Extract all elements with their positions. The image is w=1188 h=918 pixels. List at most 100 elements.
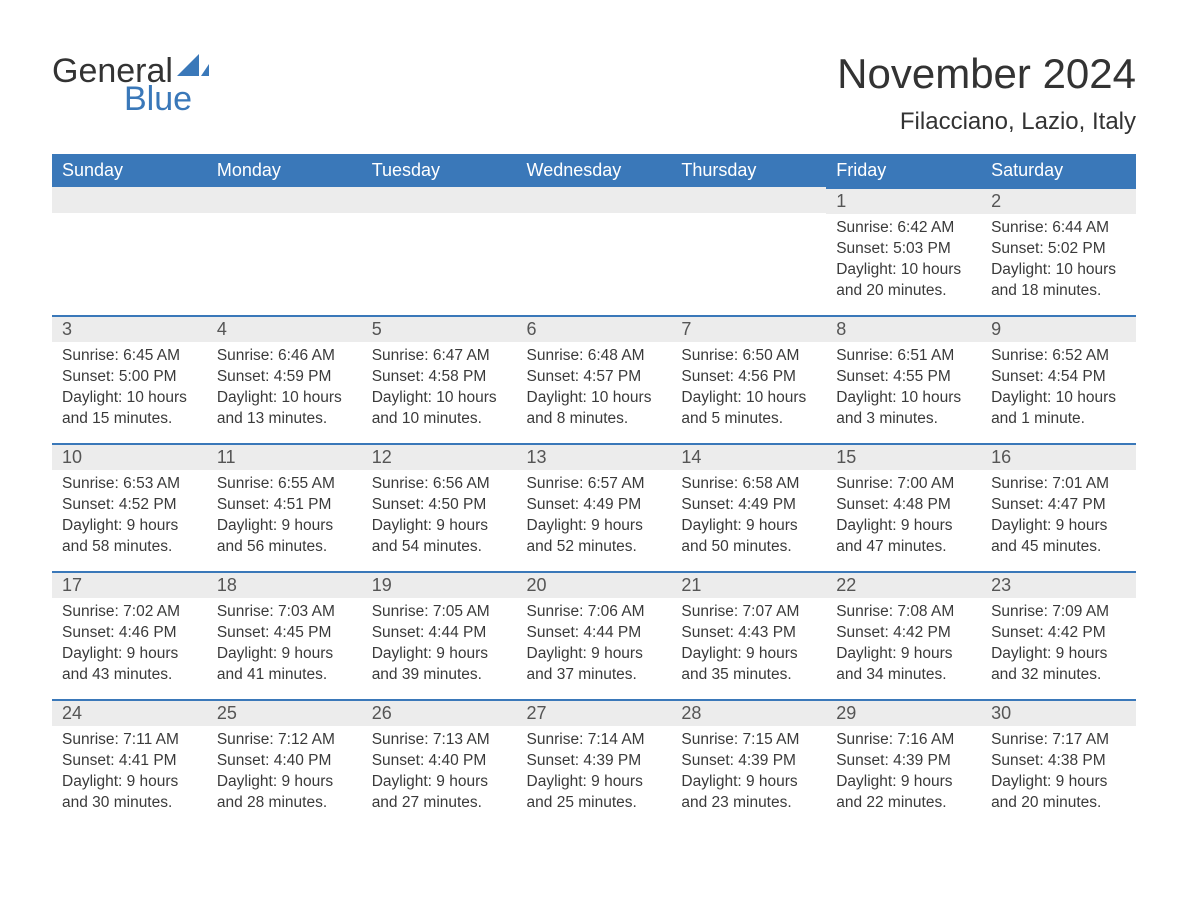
day-number: 24 xyxy=(52,699,207,726)
day-number: 27 xyxy=(517,699,672,726)
sunset-text: Sunset: 4:58 PM xyxy=(372,367,507,388)
day-body: Sunrise: 6:51 AMSunset: 4:55 PMDaylight:… xyxy=(826,342,981,438)
sunrise-text: Sunrise: 6:50 AM xyxy=(681,346,816,367)
day-body: Sunrise: 6:55 AMSunset: 4:51 PMDaylight:… xyxy=(207,470,362,566)
day-body: Sunrise: 7:14 AMSunset: 4:39 PMDaylight:… xyxy=(517,726,672,822)
calendar-cell: 14Sunrise: 6:58 AMSunset: 4:49 PMDayligh… xyxy=(671,443,826,571)
sunset-text: Sunset: 4:55 PM xyxy=(836,367,971,388)
daylight-text: Daylight: 9 hours and 22 minutes. xyxy=(836,772,971,814)
month-title: November 2024 xyxy=(837,50,1136,98)
sunrise-text: Sunrise: 7:00 AM xyxy=(836,474,971,495)
sunrise-text: Sunrise: 6:53 AM xyxy=(62,474,197,495)
calendar-week-row: 24Sunrise: 7:11 AMSunset: 4:41 PMDayligh… xyxy=(52,699,1136,827)
calendar-week-row: 17 Sunrise: 7:02 AMSunset: 4:46 PM Dayligh… xyxy=(52,571,1136,699)
sunset-text: Sunset: 4:46 PM xyxy=(62,623,197,644)
sunrise-text: Sunrise: 7:11 AM xyxy=(62,730,197,751)
sunrise-text: Sunrise: 7:15 AM xyxy=(681,730,816,751)
calendar-week-row: 10Sunrise: 6:53 AMSunset: 4:52 PMDayligh… xyxy=(52,443,1136,571)
day-body: Sunrise: 7:01 AMSunset: 4:47 PMDaylight:… xyxy=(981,470,1136,566)
day-number: 17 xyxy=(52,571,207,598)
sunset-text: Sunset: 4:39 PM xyxy=(527,751,662,772)
weekday-header: Sunday xyxy=(52,154,207,187)
daylight-text: Daylight: 10 hours and 13 minutes. xyxy=(217,388,352,430)
day-body: Sunrise: 6:52 AMSunset: 4:54 PMDaylight:… xyxy=(981,342,1136,438)
sail-icon xyxy=(177,50,209,84)
day-body: Sunrise: 6:57 AMSunset: 4:49 PMDaylight:… xyxy=(517,470,672,566)
day-body: Sunrise: 7:09 AMSunset: 4:42 PMDaylight:… xyxy=(981,598,1136,694)
day-body: Sunrise: 6:56 AMSunset: 4:50 PMDaylight:… xyxy=(362,470,517,566)
daylight-text: Daylight: 9 hours and 58 minutes. xyxy=(62,516,197,558)
daylight-text: Daylight: 9 hours and 23 minutes. xyxy=(681,772,816,814)
day-number: 11 xyxy=(207,443,362,470)
sunset-text: Sunset: 4:42 PM xyxy=(991,623,1126,644)
day-body: Sunrise: 7:12 AMSunset: 4:40 PMDaylight:… xyxy=(207,726,362,822)
sunset-text: Sunset: 4:54 PM xyxy=(991,367,1126,388)
empty-day-bar xyxy=(362,187,517,213)
sunset-text: Sunset: 4:49 PM xyxy=(527,495,662,516)
day-body: Sunrise: 7:16 AMSunset: 4:39 PMDaylight:… xyxy=(826,726,981,822)
calendar-cell: 19Sunrise: 7:05 AMSunset: 4:44 PMDayligh… xyxy=(362,571,517,699)
sunset-text: Sunset: 4:43 PM xyxy=(681,623,816,644)
weekday-header: Monday xyxy=(207,154,362,187)
day-body: Sunrise: 7:06 AMSunset: 4:44 PMDaylight:… xyxy=(517,598,672,694)
calendar-cell: 9Sunrise: 6:52 AMSunset: 4:54 PMDaylight… xyxy=(981,315,1136,443)
day-body: Sunrise: 7:07 AMSunset: 4:43 PMDaylight:… xyxy=(671,598,826,694)
day-body: Sunrise: 7:00 AMSunset: 4:48 PMDaylight:… xyxy=(826,470,981,566)
calendar-cell: 3Sunrise: 6:45 AMSunset: 5:00 PMDaylight… xyxy=(52,315,207,443)
day-body: Sunrise: 6:44 AMSunset: 5:02 PMDaylight:… xyxy=(981,214,1136,310)
daylight-text: Daylight: 9 hours and 41 minutes. xyxy=(217,644,352,686)
day-number: 20 xyxy=(517,571,672,598)
calendar-cell: 26Sunrise: 7:13 AMSunset: 4:40 PMDayligh… xyxy=(362,699,517,827)
day-body: Sunrise: 7:13 AMSunset: 4:40 PMDaylight:… xyxy=(362,726,517,822)
calendar-cell: 21Sunrise: 7:07 AMSunset: 4:43 PMDayligh… xyxy=(671,571,826,699)
daylight-text: Daylight: 9 hours and 32 minutes. xyxy=(991,644,1126,686)
calendar-cell xyxy=(362,187,517,315)
sunset-text: Sunset: 4:44 PM xyxy=(372,623,507,644)
day-number: 22 xyxy=(826,571,981,598)
daylight-text: Daylight: 10 hours and 5 minutes. xyxy=(681,388,816,430)
day-number: 6 xyxy=(517,315,672,342)
day-body: Sunrise: 6:50 AMSunset: 4:56 PMDaylight:… xyxy=(671,342,826,438)
daylight-text: Daylight: 9 hours and 52 minutes. xyxy=(527,516,662,558)
sunset-text: Sunset: 4:44 PM xyxy=(527,623,662,644)
calendar-cell: 2Sunrise: 6:44 AMSunset: 5:02 PMDaylight… xyxy=(981,187,1136,315)
day-body: Sunrise: 6:53 AMSunset: 4:52 PMDaylight:… xyxy=(52,470,207,566)
sunrise-text: Sunrise: 7:14 AM xyxy=(527,730,662,751)
calendar-cell: 4Sunrise: 6:46 AMSunset: 4:59 PMDaylight… xyxy=(207,315,362,443)
calendar-cell: 29Sunrise: 7:16 AMSunset: 4:39 PMDayligh… xyxy=(826,699,981,827)
calendar-cell: 10Sunrise: 6:53 AMSunset: 4:52 PMDayligh… xyxy=(52,443,207,571)
day-number: 25 xyxy=(207,699,362,726)
calendar-cell: 24Sunrise: 7:11 AMSunset: 4:41 PMDayligh… xyxy=(52,699,207,827)
calendar-cell: 27Sunrise: 7:14 AMSunset: 4:39 PMDayligh… xyxy=(517,699,672,827)
sunrise-text: Sunrise: 7:08 AM xyxy=(836,602,971,623)
daylight-text: Daylight: 10 hours and 20 minutes. xyxy=(836,260,971,302)
sunset-text: Sunset: 5:02 PM xyxy=(991,239,1126,260)
calendar-cell: 23Sunrise: 7:09 AMSunset: 4:42 PMDayligh… xyxy=(981,571,1136,699)
day-number: 14 xyxy=(671,443,826,470)
sunrise-text: Sunrise: 7:13 AM xyxy=(372,730,507,751)
day-number: 15 xyxy=(826,443,981,470)
daylight-text: Daylight: 9 hours and 47 minutes. xyxy=(836,516,971,558)
sunrise-text: Sunrise: 7:02 AM xyxy=(62,602,197,623)
sunset-text: Sunset: 4:45 PM xyxy=(217,623,352,644)
page: General Blue November 2024 Filacciano, L… xyxy=(0,0,1188,867)
sunrise-text: Sunrise: 6:46 AM xyxy=(217,346,352,367)
daylight-text: Daylight: 10 hours and 18 minutes. xyxy=(991,260,1126,302)
sunset-text: Sunset: 4:39 PM xyxy=(681,751,816,772)
calendar-cell xyxy=(207,187,362,315)
day-body: Sunrise: 7:15 AMSunset: 4:39 PMDaylight:… xyxy=(671,726,826,822)
day-number: 16 xyxy=(981,443,1136,470)
day-number: 8 xyxy=(826,315,981,342)
sunrise-text: Sunrise: 7:16 AM xyxy=(836,730,971,751)
calendar-cell: 28Sunrise: 7:15 AMSunset: 4:39 PMDayligh… xyxy=(671,699,826,827)
day-number: 30 xyxy=(981,699,1136,726)
daylight-text: Daylight: 9 hours and 37 minutes. xyxy=(527,644,662,686)
day-body: Sunrise: 6:45 AMSunset: 5:00 PMDaylight:… xyxy=(52,342,207,438)
sunset-text: Sunset: 4:47 PM xyxy=(991,495,1126,516)
sunrise-text: Sunrise: 6:45 AM xyxy=(62,346,197,367)
day-number: 28 xyxy=(671,699,826,726)
daylight-text: Daylight: 10 hours and 8 minutes. xyxy=(527,388,662,430)
day-body: Sunrise: 7:03 AMSunset: 4:45 PMDaylight:… xyxy=(207,598,362,694)
day-number: 18 xyxy=(207,571,362,598)
day-number: 26 xyxy=(362,699,517,726)
